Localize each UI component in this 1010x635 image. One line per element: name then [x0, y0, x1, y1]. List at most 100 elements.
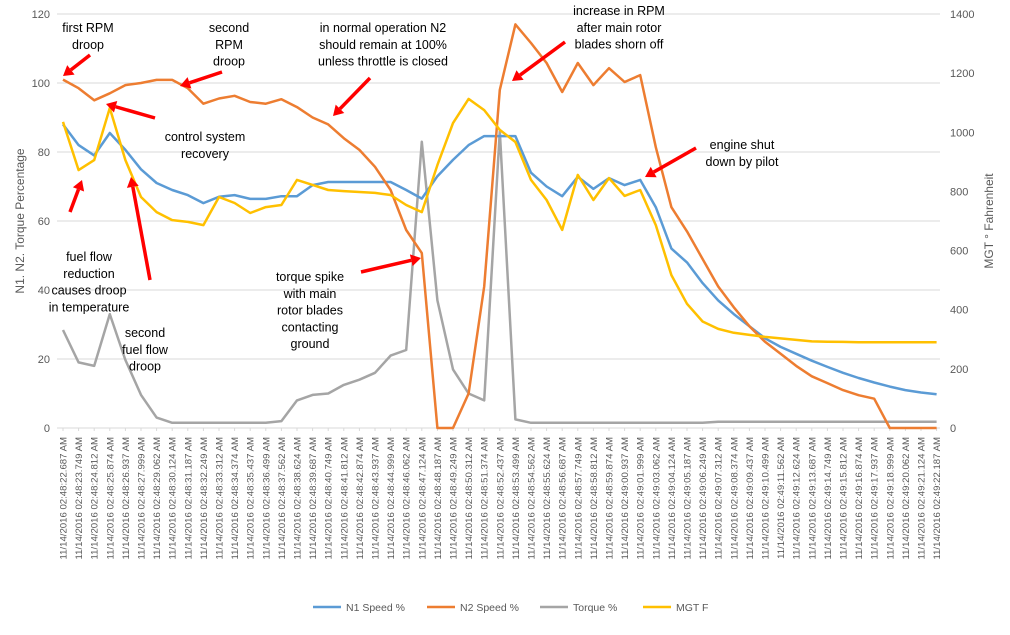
annotation-text: droop — [72, 38, 104, 52]
x-tick-label: 11/14/2016 02:49:17.937 AM — [870, 437, 881, 560]
x-tick-label: 11/14/2016 02:48:32.249 AM — [199, 437, 210, 560]
annotation-text: rotor blades — [277, 304, 343, 318]
annotation-text: fuel flow — [66, 250, 113, 264]
x-tick-label: 11/14/2016 02:48:35.437 AM — [246, 437, 257, 560]
y-tick-label: 40 — [38, 285, 50, 297]
x-tick-label: 11/14/2016 02:48:31.187 AM — [183, 437, 194, 560]
x-tick-label: 11/14/2016 02:48:50.312 AM — [464, 437, 475, 560]
y2-tick-label: 600 — [950, 246, 968, 258]
annotation-text: reduction — [63, 267, 114, 281]
y2-tick-label: 400 — [950, 305, 968, 317]
x-tick-label: 11/14/2016 02:48:53.499 AM — [511, 437, 522, 560]
y-tick-label: 80 — [38, 147, 50, 159]
x-tick-label: 11/14/2016 02:49:05.187 AM — [683, 437, 694, 560]
annotation-arrow — [338, 76, 372, 111]
annotation-arrowhead — [645, 166, 657, 178]
series-line-mgt-f — [61, 97, 937, 344]
series-line-n2-speed- — [62, 23, 937, 430]
x-tick-label: 11/14/2016 02:48:39.687 AM — [308, 437, 319, 560]
y2-axis-title: MGT ° Fahrenheit — [982, 173, 996, 269]
y2-tick-label: 1000 — [950, 127, 974, 139]
annotation-arrowhead — [126, 177, 139, 188]
x-tick-label: 11/14/2016 02:48:46.062 AM — [402, 437, 413, 560]
legend-label: N2 Speed % — [460, 602, 519, 614]
annotation-arrow — [131, 186, 152, 281]
x-tick-label: 11/14/2016 02:48:41.812 AM — [339, 437, 350, 560]
y-tick-label: 0 — [44, 423, 50, 435]
y2-tick-label: 1200 — [950, 68, 974, 80]
x-tick-label: 11/14/2016 02:48:30.124 AM — [168, 437, 179, 560]
annotation-arrowhead — [333, 104, 345, 116]
x-tick-label: 11/14/2016 02:48:49.249 AM — [449, 437, 460, 560]
x-tick-label: 11/14/2016 02:48:27.999 AM — [137, 437, 148, 560]
x-tick-label: 11/14/2016 02:48:48.187 AM — [433, 437, 444, 560]
x-tick-label: 11/14/2016 02:48:26.937 AM — [121, 437, 132, 560]
x-tick-label: 11/14/2016 02:48:22.687 AM — [59, 437, 70, 560]
y-tick-label: 100 — [32, 78, 50, 90]
annotation-text: ground — [291, 337, 330, 351]
annotation-text: after main rotor — [577, 21, 662, 35]
x-tick-label: 11/14/2016 02:49:21.124 AM — [917, 437, 928, 560]
x-tick-label: 11/14/2016 02:49:10.499 AM — [761, 437, 772, 560]
x-tick-label: 11/14/2016 02:49:03.062 AM — [651, 437, 662, 560]
x-tick-label: 11/14/2016 02:49:04.124 AM — [667, 437, 678, 560]
x-tick-label: 11/14/2016 02:49:13.687 AM — [807, 437, 818, 560]
annotation-arrow — [519, 40, 567, 77]
x-tick-label: 11/14/2016 02:48:56.687 AM — [558, 437, 569, 560]
legend-label: Torque % — [573, 602, 617, 614]
x-tick-label: 11/14/2016 02:49:09.437 AM — [745, 437, 756, 560]
annotation-text: fuel flow — [122, 343, 169, 357]
x-tick-label: 11/14/2016 02:48:47.124 AM — [417, 437, 428, 560]
annotation-arrow — [188, 70, 223, 85]
annotation-arrow — [360, 258, 412, 274]
annotation-text: down by pilot — [706, 155, 779, 169]
annotation-arrowhead — [180, 77, 192, 89]
annotation-arrowhead — [512, 70, 524, 81]
annotation-text: in normal operation N2 — [320, 21, 447, 35]
y-tick-label: 60 — [38, 216, 50, 228]
x-tick-label: 11/14/2016 02:48:34.374 AM — [230, 437, 241, 560]
x-tick-label: 11/14/2016 02:49:08.374 AM — [729, 437, 740, 560]
annotation-arrowhead — [72, 180, 85, 192]
annotation-text: second — [125, 326, 165, 340]
y2-tick-label: 800 — [950, 186, 968, 198]
x-tick-label: 11/14/2016 02:48:44.999 AM — [386, 437, 397, 560]
y-axis-title: N1. N2. Torque Percentage — [13, 148, 27, 294]
annotation-arrowhead — [409, 254, 421, 267]
x-tick-label: 11/14/2016 02:48:29.062 AM — [152, 437, 163, 560]
annotation-arrow — [115, 105, 156, 120]
x-tick-label: 11/14/2016 02:48:55.624 AM — [542, 437, 553, 560]
x-tick-label: 11/14/2016 02:49:11.562 AM — [776, 437, 787, 559]
annotation-text: droop — [129, 360, 161, 374]
x-tick-label: 11/14/2016 02:48:57.749 AM — [573, 437, 584, 560]
x-tick-label: 11/14/2016 02:48:51.374 AM — [480, 437, 491, 560]
x-tick-label: 11/14/2016 02:49:01.999 AM — [636, 437, 647, 560]
x-tick-label: 11/14/2016 02:48:52.437 AM — [495, 437, 506, 560]
x-tick-label: 11/14/2016 02:48:24.812 AM — [90, 437, 101, 560]
y2-tick-label: 0 — [950, 423, 956, 435]
x-tick-label: 11/14/2016 02:49:15.812 AM — [839, 437, 850, 560]
x-tick-label: 11/14/2016 02:48:25.874 AM — [105, 437, 116, 560]
annotation-arrowhead — [63, 65, 75, 76]
legend-label: MGT F — [676, 602, 708, 614]
annotation-text: control system — [165, 130, 246, 144]
x-tick-label: 11/14/2016 02:48:38.624 AM — [293, 437, 304, 560]
annotation-text: in temperature — [49, 300, 130, 314]
y-tick-label: 120 — [32, 9, 50, 21]
x-tick-label: 11/14/2016 02:48:23.749 AM — [74, 437, 85, 560]
annotation-text: droop — [213, 55, 245, 69]
x-tick-label: 11/14/2016 02:48:58.812 AM — [589, 437, 600, 560]
annotation-text: increase in RPM — [573, 4, 665, 18]
x-tick-label: 11/14/2016 02:48:54.562 AM — [527, 437, 538, 560]
annotation-arrowhead — [106, 100, 118, 113]
x-tick-label: 11/14/2016 02:48:42.874 AM — [355, 437, 366, 560]
x-tick-label: 11/14/2016 02:48:33.312 AM — [215, 437, 226, 560]
x-tick-label: 11/14/2016 02:49:20.062 AM — [901, 437, 912, 560]
series-line-torque- — [61, 130, 937, 425]
annotation-text: first RPM — [62, 21, 113, 35]
series-line-n1-speed- — [62, 123, 937, 396]
annotation-text: engine shut — [710, 138, 775, 152]
annotation-text: blades shorn off — [575, 38, 664, 52]
x-tick-label: 11/14/2016 02:48:59.874 AM — [605, 437, 616, 560]
x-tick-label: 11/14/2016 02:48:36.499 AM — [261, 437, 272, 560]
